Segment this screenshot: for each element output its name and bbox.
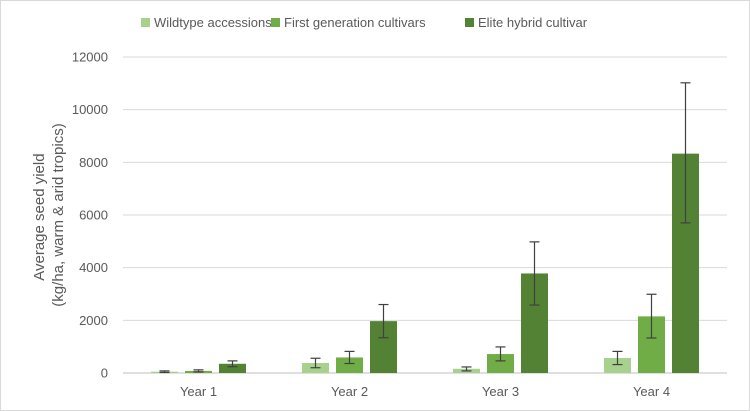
- y-tick-label: 12000: [72, 50, 108, 65]
- y-axis-label-line-1: Average seed yield: [31, 153, 48, 280]
- bar: [604, 357, 631, 373]
- y-axis-label-line-2: (kg/ha, warm & arid tropics): [50, 123, 67, 306]
- x-tick-label: Year 3: [482, 384, 519, 399]
- x-axis-ticks: Year 1 Year 2 Year 3 Year 4: [180, 384, 670, 399]
- y-tick-label: 4000: [79, 260, 108, 275]
- legend-label: Elite hybrid cultivar: [478, 15, 588, 30]
- y-axis-ticks: 0 2000 4000 6000 8000 10000 12000: [72, 50, 108, 381]
- y-tick-label: 0: [101, 366, 108, 381]
- legend-label: First generation cultivars: [284, 15, 426, 30]
- bar: [487, 354, 514, 373]
- bar: [336, 357, 363, 373]
- y-tick-label: 8000: [79, 155, 108, 170]
- bars: [151, 153, 699, 373]
- legend-label: Wildtype accessions: [154, 15, 272, 30]
- x-tick-label: Year 1: [180, 384, 217, 399]
- legend-swatch: [271, 18, 280, 27]
- bar: [219, 363, 246, 373]
- x-tick-label: Year 2: [331, 384, 368, 399]
- x-tick-label: Year 4: [633, 384, 670, 399]
- y-axis-label: Average seed yield (kg/ha, warm & arid t…: [31, 123, 67, 306]
- error-bars: [159, 82, 691, 374]
- legend-swatch: [465, 18, 474, 27]
- legend-swatch: [141, 18, 150, 27]
- gridlines: [123, 56, 727, 374]
- y-tick-label: 2000: [79, 313, 108, 328]
- legend: Wildtype accessions First generation cult…: [141, 15, 588, 30]
- y-tick-label: 6000: [79, 208, 108, 223]
- y-tick-label: 10000: [72, 102, 108, 117]
